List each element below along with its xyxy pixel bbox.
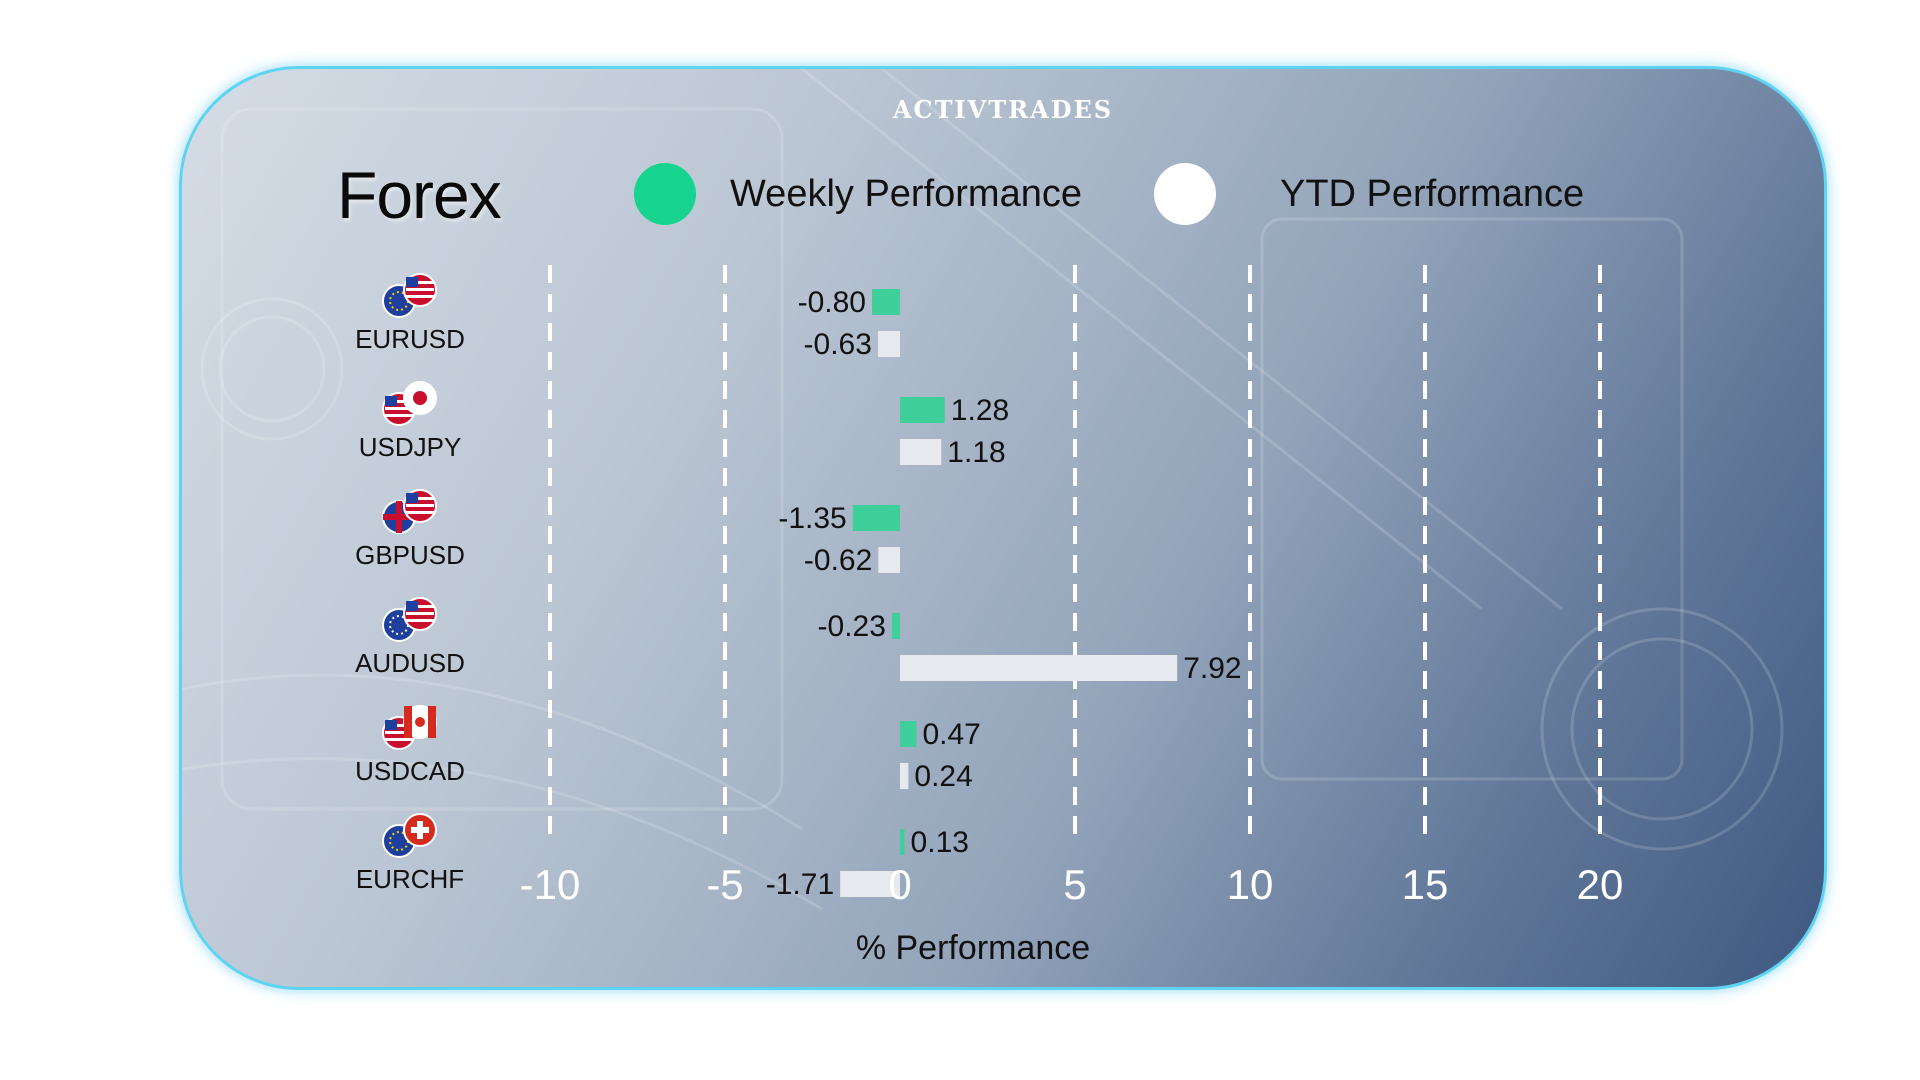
chart-title: Forex bbox=[337, 158, 502, 232]
category-label: EURUSD bbox=[355, 324, 465, 354]
ytd-bar bbox=[877, 331, 900, 357]
weekly-data-label: 0.47 bbox=[922, 718, 980, 751]
chart-card: ACTIVTRADES Forex Weekly Performance YTD… bbox=[179, 66, 1827, 990]
eu-ch-flags-icon bbox=[382, 813, 437, 858]
legend-weekly-swatch bbox=[634, 163, 696, 225]
weekly-bar bbox=[900, 397, 945, 423]
us-ca-flags-icon bbox=[382, 705, 437, 750]
legend-ytd-label: YTD Performance bbox=[1280, 172, 1585, 215]
category-label: EURCHF bbox=[356, 864, 464, 894]
au-us-flags-icon bbox=[382, 597, 437, 642]
x-tick-label: -10 bbox=[520, 861, 581, 908]
weekly-data-label: -0.23 bbox=[818, 610, 886, 643]
x-axis-label: % Performance bbox=[856, 929, 1090, 967]
ytd-bar bbox=[900, 763, 909, 789]
ytd-data-label: 1.18 bbox=[947, 436, 1005, 469]
ytd-bar bbox=[878, 547, 900, 573]
x-tick-label: 15 bbox=[1402, 861, 1449, 908]
ytd-data-label: -0.63 bbox=[804, 328, 872, 361]
gb-us-flags-icon bbox=[382, 489, 437, 534]
category-label: GBPUSD bbox=[355, 540, 465, 570]
ytd-bar bbox=[840, 871, 900, 897]
weekly-data-label: 1.28 bbox=[951, 394, 1009, 427]
weekly-bar bbox=[872, 289, 900, 315]
weekly-bar bbox=[891, 613, 900, 639]
weekly-data-label: 0.13 bbox=[911, 826, 969, 859]
x-tick-label: -5 bbox=[706, 861, 743, 908]
legend-weekly: Weekly Performance bbox=[634, 163, 1082, 225]
legend-ytd: YTD Performance bbox=[1154, 163, 1584, 225]
x-tick-label: 10 bbox=[1227, 861, 1274, 908]
category-label: AUDUSD bbox=[355, 648, 465, 678]
banknote-background-texture bbox=[182, 69, 1784, 911]
x-tick-label: 5 bbox=[1063, 861, 1086, 908]
ytd-data-label: 0.24 bbox=[914, 760, 972, 793]
us-jp-flags-icon bbox=[382, 381, 437, 426]
weekly-bar bbox=[900, 829, 905, 855]
legend-ytd-swatch bbox=[1154, 163, 1216, 225]
legend-weekly-label: Weekly Performance bbox=[730, 172, 1082, 215]
category-label: USDCAD bbox=[355, 756, 465, 786]
x-tick-label: 0 bbox=[888, 861, 911, 908]
ytd-data-label: -1.71 bbox=[766, 868, 834, 901]
category-label: USDJPY bbox=[359, 432, 462, 462]
bar-chart: -0.80 -0.63 1.28 1.18 -1.35 -0.62 -0.23 7.92 0.4… bbox=[355, 265, 1624, 967]
weekly-data-label: -1.35 bbox=[778, 502, 846, 535]
brand-logo: ACTIVTRADES bbox=[892, 95, 1114, 124]
weekly-data-label: -0.80 bbox=[798, 286, 866, 319]
ytd-bar bbox=[900, 439, 942, 465]
weekly-bar bbox=[852, 505, 900, 531]
eu-us-flags-icon bbox=[382, 273, 437, 318]
ytd-data-label: -0.62 bbox=[804, 544, 872, 577]
ytd-bar bbox=[900, 655, 1178, 681]
weekly-bar bbox=[900, 721, 917, 747]
ytd-data-label: 7.92 bbox=[1183, 652, 1241, 685]
x-tick-label: 20 bbox=[1577, 861, 1624, 908]
